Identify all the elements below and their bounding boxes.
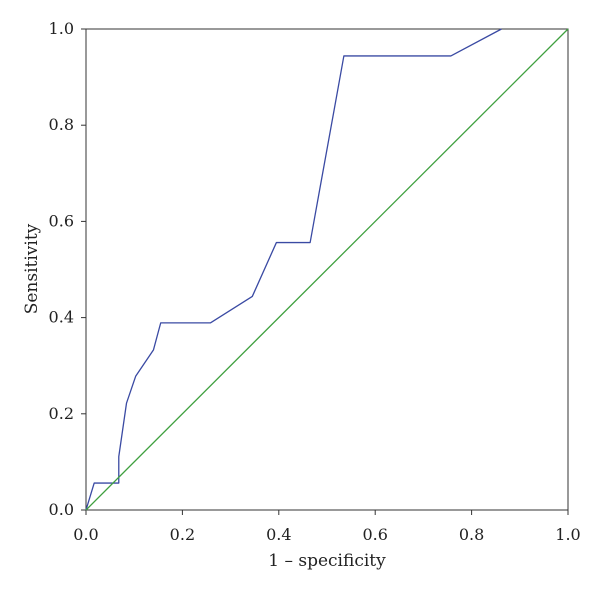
y-tick-label: 0.6 xyxy=(49,211,74,230)
plot-frame xyxy=(85,28,569,511)
x-tick-label: 0.4 xyxy=(266,525,291,544)
y-tick-label: 0.0 xyxy=(49,500,74,519)
y-axis-ticks: 0.0 0.2 0.4 0.6 0.8 1.0 xyxy=(49,19,86,519)
y-tick-label: 1.0 xyxy=(49,19,74,38)
x-axis-ticks: 0.0 0.2 0.4 0.6 0.8 1.0 xyxy=(73,510,581,544)
y-tick-label: 0.4 xyxy=(49,308,74,327)
y-tick-label: 0.2 xyxy=(49,404,74,423)
x-tick-label: 1.0 xyxy=(555,525,580,544)
x-tick-label: 0.0 xyxy=(73,525,98,544)
y-tick-label: 0.8 xyxy=(49,115,74,134)
x-tick-label: 0.8 xyxy=(459,525,484,544)
roc-curve-line xyxy=(85,28,502,511)
y-axis-title: Sensitivity xyxy=(22,223,42,314)
reference-diagonal-line xyxy=(85,28,569,511)
series-layer xyxy=(85,28,569,511)
x-tick-label: 0.2 xyxy=(170,525,195,544)
x-tick-label: 0.6 xyxy=(362,525,387,544)
x-axis-title: 1 – specificity xyxy=(268,551,386,571)
